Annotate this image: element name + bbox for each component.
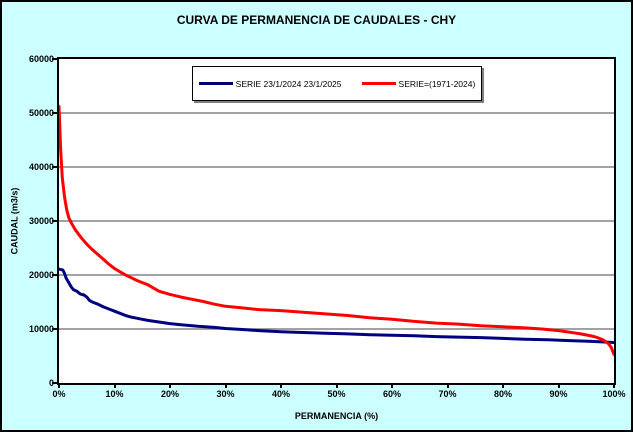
- chart-title: CURVA DE PERMANENCIA DE CAUDALES - CHY: [176, 13, 457, 27]
- plot-area: [57, 57, 616, 385]
- y-tick-mark: [52, 220, 57, 222]
- x-tick-mark: [446, 383, 449, 388]
- y-tick-label: 60000: [28, 54, 54, 64]
- x-tick-mark: [502, 383, 504, 388]
- x-tick-mark: [169, 383, 171, 388]
- flow-duration-chart: [59, 105, 614, 356]
- y-tick-mark: [52, 166, 57, 168]
- x-tick-mark: [335, 383, 338, 388]
- legend-label: SERIE=(1971-2024): [398, 78, 476, 89]
- x-tick-label: 50%: [327, 389, 346, 399]
- x-axis-title: PERMANENCIA (%): [294, 411, 379, 421]
- x-tick-label: 90%: [549, 389, 568, 399]
- x-tick-label: 0%: [52, 389, 66, 399]
- y-tick-mark: [52, 382, 57, 384]
- y-tick-label: 20000: [28, 270, 54, 280]
- legend: SERIE 23/1/2024 23/1/2025 SERIE=(1971-20…: [192, 66, 482, 101]
- y-tick-label: 40000: [28, 162, 54, 172]
- blue-line-swatch: [198, 82, 233, 85]
- x-tick-label: 70%: [438, 389, 457, 399]
- x-tick-label: 60%: [382, 389, 401, 399]
- x-tick-mark: [557, 383, 560, 388]
- y-tick-label: 50000: [28, 108, 54, 118]
- x-tick-mark: [613, 383, 615, 388]
- legend-label: SERIE 23/1/2024 23/1/2025: [235, 78, 342, 89]
- y-tick-mark: [52, 58, 57, 60]
- x-tick-mark: [224, 383, 227, 388]
- x-tick-label: 10%: [105, 389, 124, 399]
- y-tick-mark: [52, 274, 57, 276]
- y-tick-label: 10000: [28, 324, 54, 334]
- y-tick-mark: [52, 112, 57, 114]
- x-tick-label: 30%: [216, 389, 235, 399]
- series-line-blue: [59, 267, 614, 344]
- x-tick-mark: [58, 383, 60, 388]
- x-tick-label: 40%: [271, 389, 290, 399]
- y-tick-label: 30000: [28, 216, 54, 226]
- legend-entry-serie-1971-2024: SERIE=(1971-2024): [361, 78, 476, 89]
- red-line-swatch: [361, 82, 396, 85]
- x-tick-label: 80%: [493, 389, 512, 399]
- series-line-red: [59, 105, 614, 356]
- x-tick-mark: [113, 383, 116, 388]
- y-tick-mark: [52, 328, 57, 330]
- x-tick-label: 100%: [602, 389, 626, 399]
- legend-entry-serie-2024-2025: SERIE 23/1/2024 23/1/2025: [198, 78, 342, 89]
- x-tick-mark: [391, 383, 393, 388]
- y-tick-label: 0: [6, 378, 54, 388]
- x-tick-mark: [280, 383, 282, 388]
- x-tick-label: 20%: [160, 389, 179, 399]
